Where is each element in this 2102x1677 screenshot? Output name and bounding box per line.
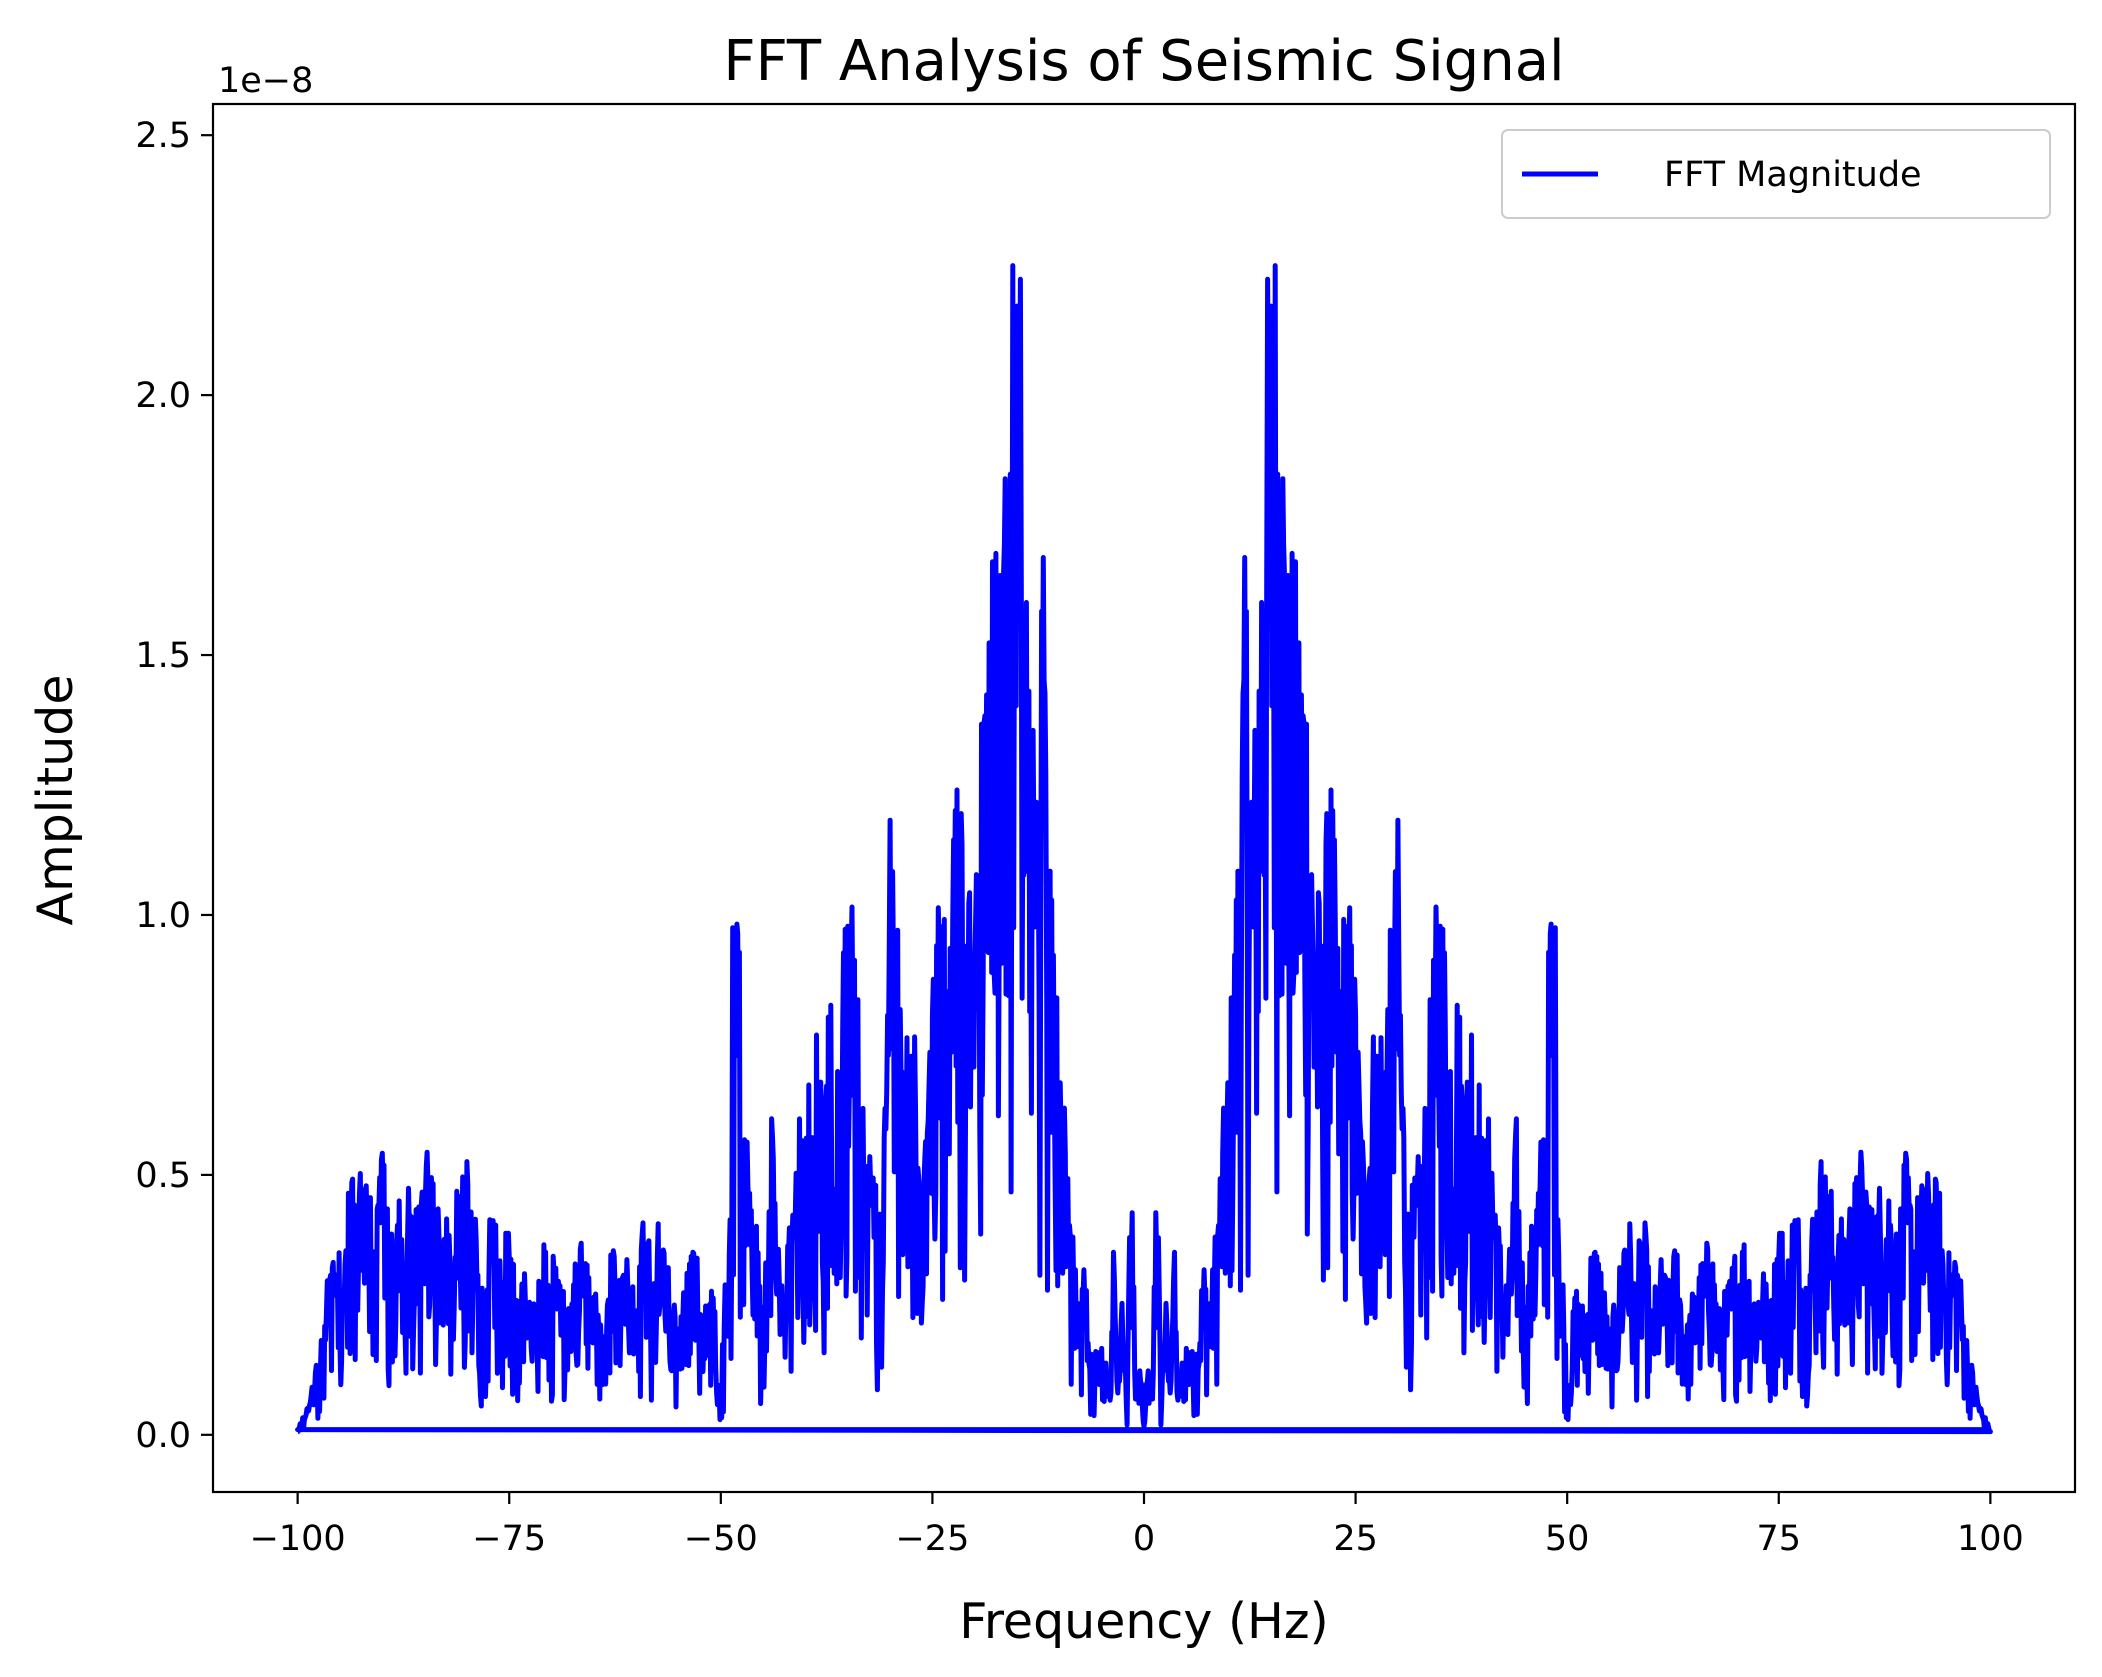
y-axis-label: Amplitude [27, 674, 84, 925]
y-tick-label: 2.0 [135, 376, 191, 416]
y-tick-label: 2.5 [135, 116, 191, 156]
legend: FFT Magnitude [1501, 129, 2051, 219]
y-tick-label: 1.0 [135, 896, 191, 936]
series-line-0 [295, 263, 1993, 1435]
legend-box [1501, 129, 2051, 219]
x-axis-label: Frequency (Hz) [959, 1593, 1329, 1650]
y-tick-label: 1.5 [135, 636, 191, 676]
legend-label: FFT Magnitude [1664, 155, 1922, 195]
x-tick-label: 75 [1756, 1519, 1801, 1559]
x-tick-label: −100 [250, 1519, 346, 1559]
y-tick-label: 0.0 [135, 1416, 191, 1456]
axes: −100 −75 −50 −25 0 25 50 75 100 0.0 0.5 1.0 1.5 2.0 2.… [135, 102, 2077, 1559]
y-tick-label: 0.5 [135, 1156, 191, 1196]
x-tick-label: 25 [1333, 1519, 1378, 1559]
x-tick-label: −25 [895, 1519, 969, 1559]
x-tick-label: 50 [1545, 1519, 1590, 1559]
chart-title: FFT Analysis of Seismic Signal [723, 29, 1564, 94]
x-tick-label: 0 [1133, 1519, 1155, 1559]
y-offset-label: 1e−8 [218, 61, 313, 101]
x-tick-label: 100 [1957, 1519, 2024, 1559]
x-tick-label: −75 [472, 1519, 546, 1559]
x-tick-label: −50 [684, 1519, 758, 1559]
plot-area [295, 263, 1993, 1435]
